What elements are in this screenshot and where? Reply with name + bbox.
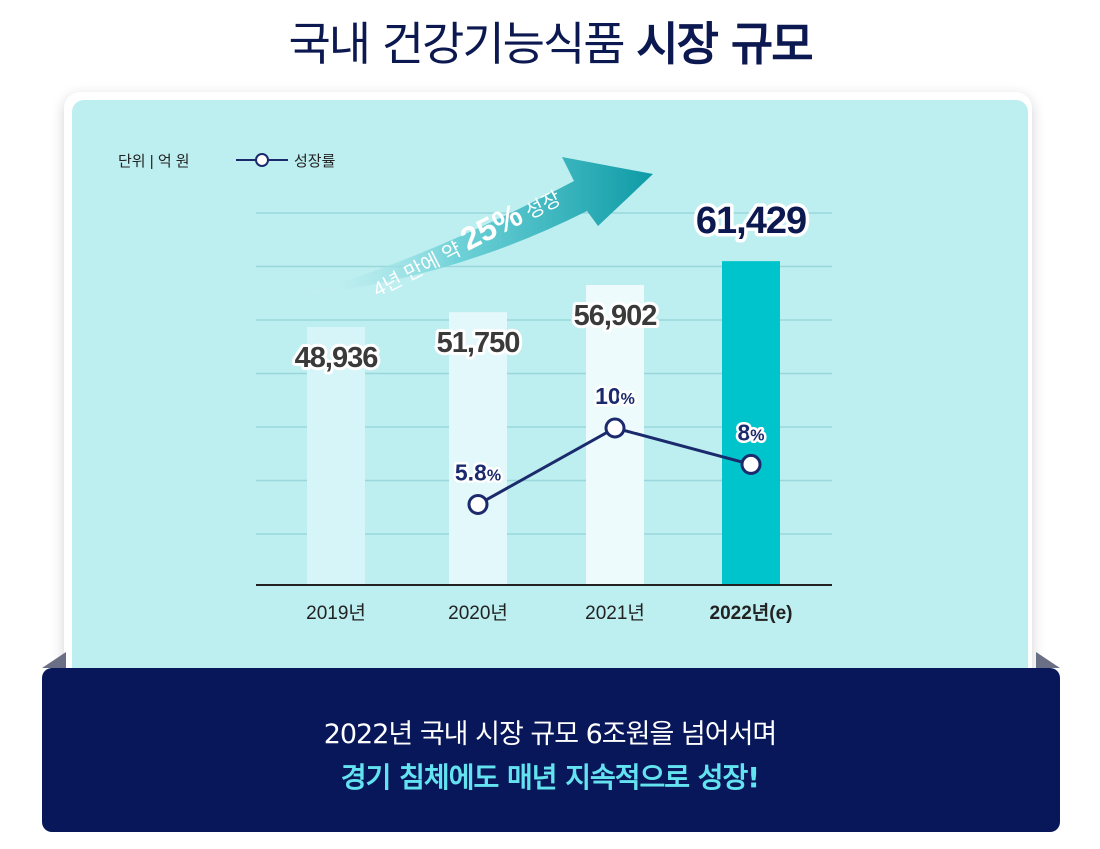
legend-growth-rate: 성장률 bbox=[236, 150, 335, 170]
growth-arrow-icon bbox=[296, 157, 653, 296]
growth-point bbox=[467, 493, 489, 515]
page-title-normal: 국내 건강기능식품 bbox=[288, 17, 637, 71]
banner-fold-left bbox=[42, 652, 66, 668]
growth-point bbox=[604, 417, 626, 439]
bar bbox=[449, 312, 507, 585]
bar bbox=[722, 261, 780, 585]
summary-banner bbox=[42, 668, 1060, 832]
bars bbox=[307, 261, 780, 585]
x-tick-label: 2019년 bbox=[306, 602, 366, 624]
x-tick-label: 2022년(e) bbox=[710, 602, 793, 624]
bar-value-label: 56,902 bbox=[574, 300, 657, 332]
page-title: 국내 건강기능식품 시장 규모 bbox=[0, 8, 1100, 74]
growth-arrow: 4년 만에 약 25% 성장 bbox=[296, 157, 653, 303]
growth-line: 5.8% 10% 8% bbox=[452, 381, 767, 515]
growth-point bbox=[740, 453, 762, 475]
bar-value-label: 51,750 bbox=[437, 327, 520, 359]
growth-rate-label: 8% bbox=[737, 419, 764, 445]
bar bbox=[307, 327, 365, 585]
x-tick-label: 2020년 bbox=[448, 602, 508, 624]
unit-label: 단위 | 억 원 bbox=[118, 153, 190, 170]
x-tick-label: 2021년 bbox=[585, 602, 645, 624]
x-tick-labels: 2019년 2020년 2021년 2022년(e) bbox=[306, 602, 792, 624]
page-title-bold: 시장 규모 bbox=[636, 17, 813, 71]
legend-growth-label: 성장률 bbox=[294, 152, 336, 170]
banner-line-1: 2022년 국내 시장 규모 6조원을 넘어서며 bbox=[323, 719, 778, 750]
bar-value-label: 48,936 bbox=[295, 342, 379, 374]
growth-rate-label: 5.8% bbox=[455, 459, 501, 485]
growth-rate-label: 10% bbox=[595, 383, 635, 409]
banner-line-2: 경기 침체에도 매년 지속적으로 성장! bbox=[340, 761, 760, 794]
bar-value-labels: 48,936 51,750 56,902 61,429 bbox=[292, 197, 811, 377]
legend-line-marker-icon bbox=[236, 150, 288, 170]
bar-value-label: 61,429 bbox=[696, 200, 806, 242]
banner-fold-right bbox=[1036, 652, 1060, 668]
growth-arrow-text: 4년 만에 약 25% 성장 bbox=[364, 177, 566, 303]
